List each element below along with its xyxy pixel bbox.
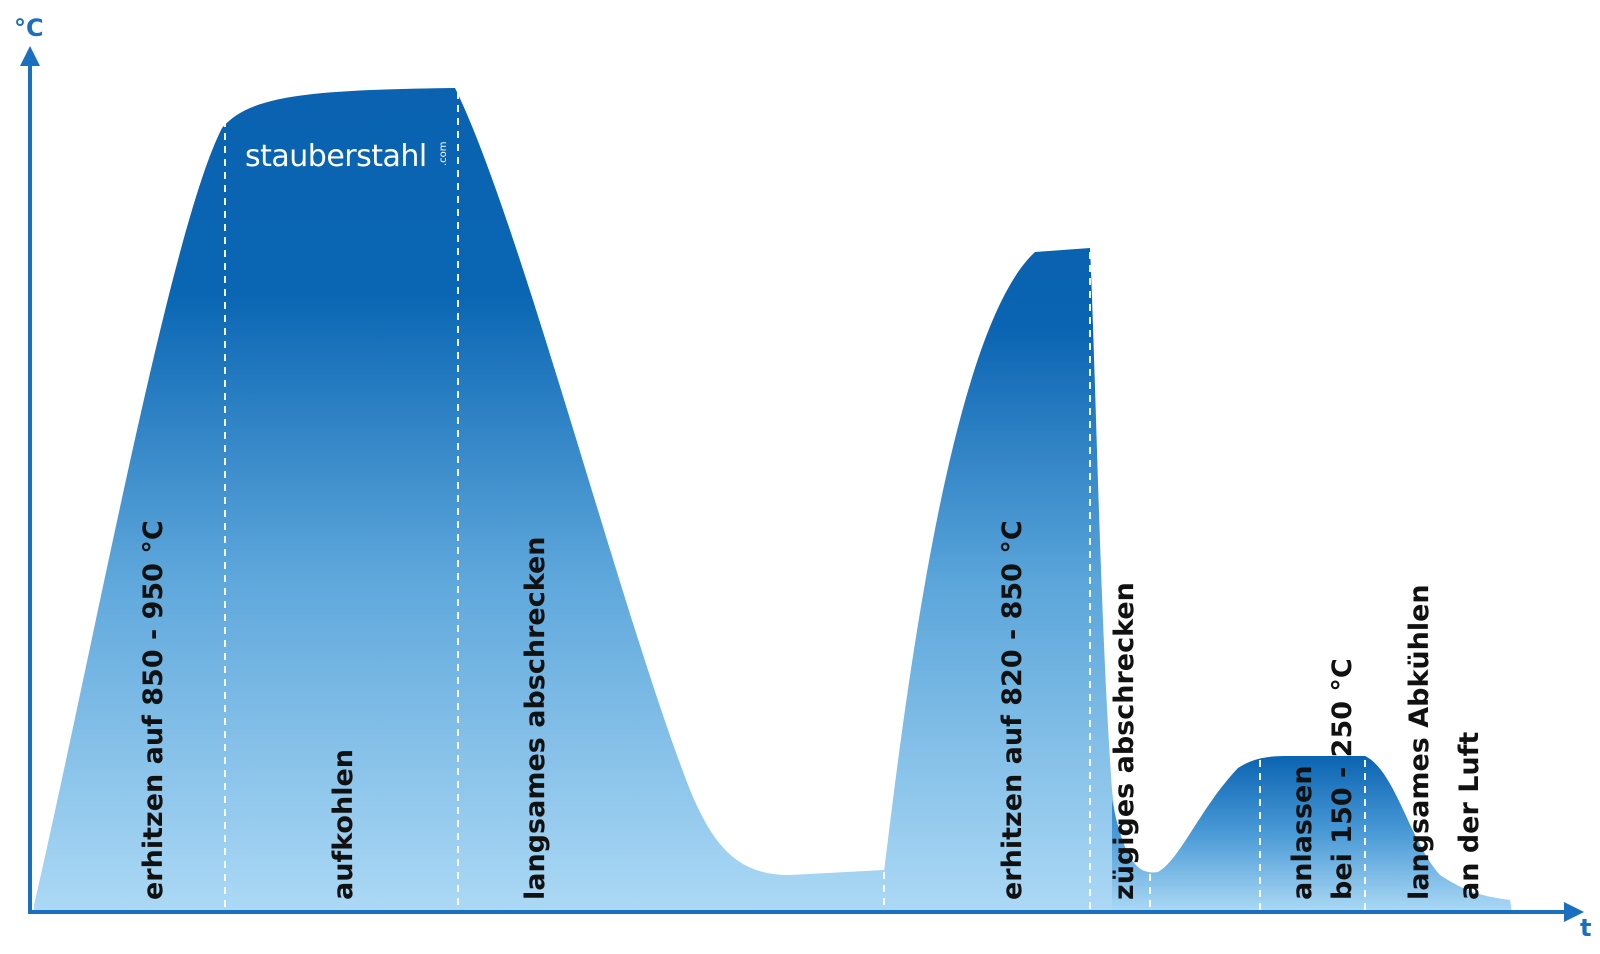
- y-axis-arrow-icon: [20, 46, 40, 66]
- stage-label-line: zügiges abschrecken: [1109, 582, 1140, 900]
- stage-label-line: an der Luft: [1454, 732, 1485, 900]
- stage-label-line: erhitzen auf 820 - 850 °C: [997, 520, 1028, 900]
- stage-label-line: langsames abschrecken: [520, 537, 551, 900]
- tempering-curve-fill: [1112, 756, 1512, 912]
- x-axis-label: t: [1580, 914, 1591, 942]
- hardening-curve-fill: [884, 248, 1220, 912]
- stage-label-line: bei 150 - 250 °C: [1327, 658, 1358, 900]
- stage-label-heat-1: erhitzen auf 850 - 950 °C: [138, 520, 169, 900]
- stage-label-carburize: aufkohlen: [328, 749, 359, 900]
- x-axis-arrow-icon: [1564, 902, 1584, 922]
- stage-label-heat-2: erhitzen auf 820 - 850 °C: [997, 520, 1028, 900]
- stage-label-slow-quench: langsames abschrecken: [520, 537, 551, 900]
- stauberstahl-logo: stauberstahl .com: [245, 139, 449, 174]
- stage-label-fast-quench: zügiges abschrecken: [1109, 582, 1140, 900]
- stage-label-line: aufkohlen: [328, 749, 359, 900]
- stage-label-line: langsames Abkühlen: [1404, 584, 1435, 900]
- stage-label-temper: anlassen bei 150 - 250 °C: [1287, 658, 1358, 900]
- y-axis-label: °C: [14, 14, 44, 42]
- stage-label-air-cool: langsames Abkühlen an der Luft: [1404, 584, 1485, 900]
- stage-label-line: erhitzen auf 850 - 950 °C: [138, 520, 169, 900]
- stage-label-line: anlassen: [1287, 765, 1318, 900]
- logo-text: stauberstahl: [245, 139, 427, 174]
- logo-suffix: .com: [438, 141, 449, 166]
